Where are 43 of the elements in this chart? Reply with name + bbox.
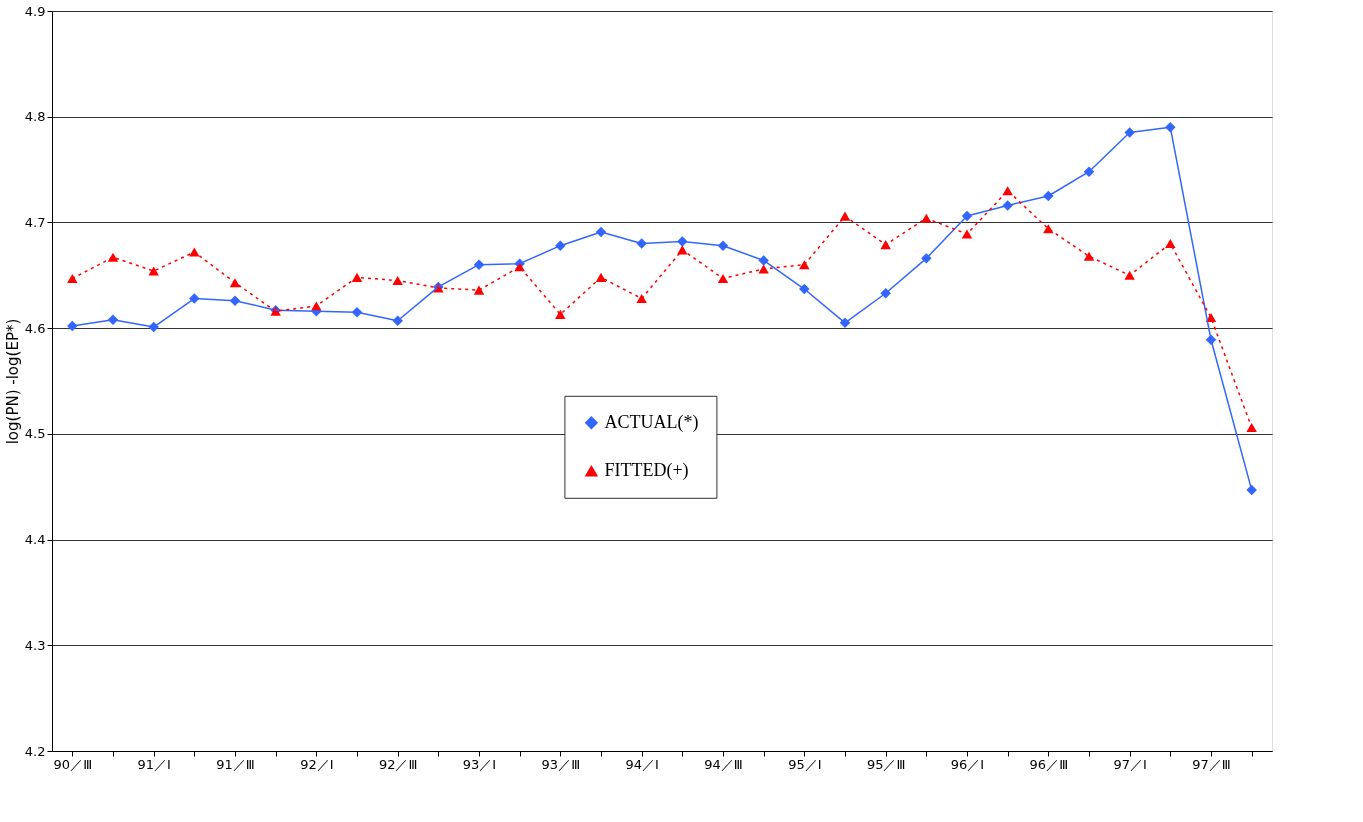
y-tick-label: 4.3 — [24, 637, 46, 653]
x-tick-label: 96／Ⅰ — [950, 756, 985, 772]
x-tick-label: 90／Ⅲ — [53, 756, 93, 772]
point — [595, 272, 607, 282]
x-tick-label: 91／Ⅰ — [137, 756, 171, 772]
point — [961, 229, 973, 239]
x-tick-label: 97／Ⅰ — [1113, 756, 1147, 772]
y-tick-label: 4.6 — [24, 320, 46, 336]
y-tick-label: 4.8 — [24, 109, 46, 125]
point — [1246, 422, 1257, 433]
x-tick-label: 96／Ⅲ — [1029, 756, 1069, 772]
legend-label: ACTUAL(*) — [604, 411, 699, 433]
point — [1124, 270, 1135, 280]
legend-label: FITTED(+) — [604, 459, 689, 481]
y-tick-label: 4.4 — [24, 532, 46, 548]
x-tick-label: 94／Ⅰ — [625, 756, 659, 772]
point — [351, 272, 363, 282]
y-tick-label: 4.2 — [24, 743, 46, 759]
x-tick-label: 92／Ⅰ — [300, 756, 334, 772]
x-tick-label: 95／Ⅲ — [866, 756, 906, 772]
point — [1083, 251, 1095, 261]
point — [636, 294, 647, 304]
point — [148, 266, 159, 276]
point — [392, 276, 403, 286]
x-tick-label: 95／Ⅰ — [788, 756, 822, 772]
point — [839, 211, 851, 221]
point — [921, 213, 932, 223]
x-tick-label: 94／Ⅲ — [704, 756, 743, 772]
point — [880, 240, 891, 250]
x-tick-label: 97／Ⅲ — [1192, 756, 1231, 772]
y-tick-label: 4.5 — [24, 426, 46, 442]
x-tick-label: 92／Ⅲ — [378, 756, 418, 772]
point — [555, 309, 566, 319]
x-tick-label: 91／Ⅲ — [216, 756, 255, 772]
point — [67, 273, 78, 283]
point — [473, 285, 485, 295]
point — [189, 247, 200, 257]
x-tick-label: 93／Ⅲ — [541, 756, 581, 772]
y-tick-label: 4.9 — [24, 3, 46, 19]
x-tick-label: 93／Ⅰ — [462, 756, 497, 772]
y-tick-label: 4.7 — [24, 214, 46, 230]
y-axis-title: log(PN) -log(EP*) — [3, 318, 22, 445]
point — [107, 252, 119, 262]
